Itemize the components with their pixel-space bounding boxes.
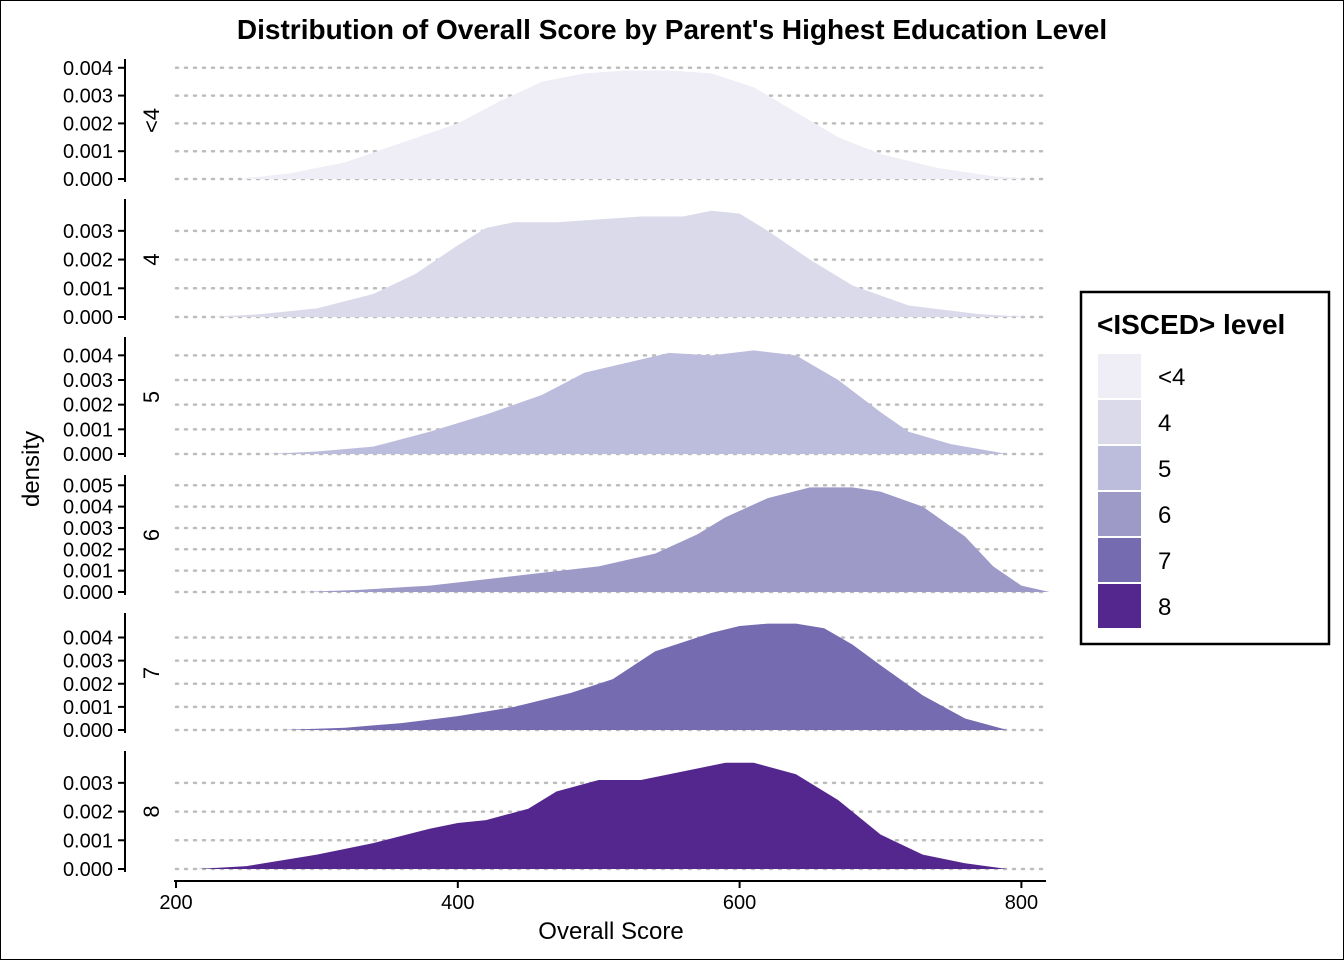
y-tick-label: 0.000 xyxy=(63,307,113,329)
chart-title: Distribution of Overall Score by Parent'… xyxy=(237,14,1107,45)
y-tick-label: 0.000 xyxy=(63,444,113,466)
panel-<4: 0.000 0.001 0.002 0.003 0.004 <4 xyxy=(63,58,1048,191)
y-tick-label: 0.004 xyxy=(63,628,113,650)
x-tick-label: 800 xyxy=(1005,892,1038,914)
panel-label: 7 xyxy=(139,667,164,679)
legend-swatch xyxy=(1098,446,1141,490)
y-tick-label: 0.005 xyxy=(63,475,113,497)
x-axis-title: Overall Score xyxy=(538,918,683,945)
y-tick-label: 0.001 xyxy=(63,141,113,163)
legend-swatch xyxy=(1098,354,1141,398)
density-area-<4 xyxy=(239,70,1029,179)
legend-swatch xyxy=(1098,538,1141,582)
y-tick-label: 0.000 xyxy=(63,720,113,742)
y-tick-label: 0.000 xyxy=(63,169,113,191)
density-area-8 xyxy=(197,762,1008,869)
y-tick-label: 0.001 xyxy=(63,278,113,300)
y-tick-label: 0.002 xyxy=(63,802,113,824)
y-tick-label: 0.004 xyxy=(63,58,113,80)
y-tick-label: 0.000 xyxy=(63,582,113,604)
x-axis: 200 400 600 800 xyxy=(159,880,1046,914)
legend-label: 8 xyxy=(1158,594,1171,621)
legend: <ISCED> level <4 4 5 6 7 8 xyxy=(1079,290,1331,646)
density-panels: 0.0000.0010.0020.0030.004<40.0000.0010.0… xyxy=(63,58,1050,881)
legend-label: 7 xyxy=(1158,548,1171,575)
legend-swatch xyxy=(1098,400,1141,444)
panel-label: 5 xyxy=(139,391,164,403)
y-tick-label: 0.002 xyxy=(63,674,113,696)
y-tick-label: 0.002 xyxy=(63,250,113,272)
y-tick-label: 0.003 xyxy=(63,773,113,795)
panel-4: 0.000 0.001 0.002 0.003 4 xyxy=(63,199,1048,329)
density-area-5 xyxy=(267,350,1008,454)
legend-entries: <4 4 5 6 7 8 xyxy=(1098,354,1185,628)
density-area-6 xyxy=(302,487,1050,592)
panel-8: 0.000 0.001 0.002 0.003 8 xyxy=(63,751,1048,881)
y-tick-label: 0.001 xyxy=(63,561,113,583)
density-area-4 xyxy=(211,210,1029,317)
density-area-7 xyxy=(281,623,1008,730)
y-tick-label: 0.004 xyxy=(63,497,113,519)
legend-label: 4 xyxy=(1158,410,1171,437)
y-tick-label: 0.001 xyxy=(63,697,113,719)
y-tick-label: 0.001 xyxy=(63,830,113,852)
legend-title: <ISCED> level xyxy=(1097,309,1285,340)
y-tick-label: 0.003 xyxy=(63,86,113,108)
legend-swatch xyxy=(1098,584,1141,628)
legend-label: 6 xyxy=(1158,502,1171,529)
x-tick-label: 200 xyxy=(159,892,192,914)
panel-label: 4 xyxy=(139,253,164,265)
legend-swatch xyxy=(1098,492,1141,536)
y-tick-label: 0.002 xyxy=(63,539,113,561)
panel-label: <4 xyxy=(139,108,164,133)
y-tick-label: 0.002 xyxy=(63,395,113,417)
x-tick-label: 400 xyxy=(441,892,474,914)
y-tick-label: 0.003 xyxy=(63,518,113,540)
y-tick-label: 0.003 xyxy=(63,370,113,392)
y-tick-label: 0.001 xyxy=(63,419,113,441)
y-tick-label: 0.003 xyxy=(63,221,113,243)
y-tick-label: 0.002 xyxy=(63,113,113,135)
y-tick-label: 0.003 xyxy=(63,651,113,673)
y-axis-title: density xyxy=(18,431,45,507)
y-tick-label: 0.004 xyxy=(63,345,113,367)
panel-label: 8 xyxy=(139,805,164,817)
y-tick-label: 0.000 xyxy=(63,859,113,881)
panel-label: 6 xyxy=(139,529,164,541)
legend-label: 5 xyxy=(1158,456,1171,483)
legend-label: <4 xyxy=(1158,364,1185,391)
x-tick-label: 600 xyxy=(723,892,756,914)
